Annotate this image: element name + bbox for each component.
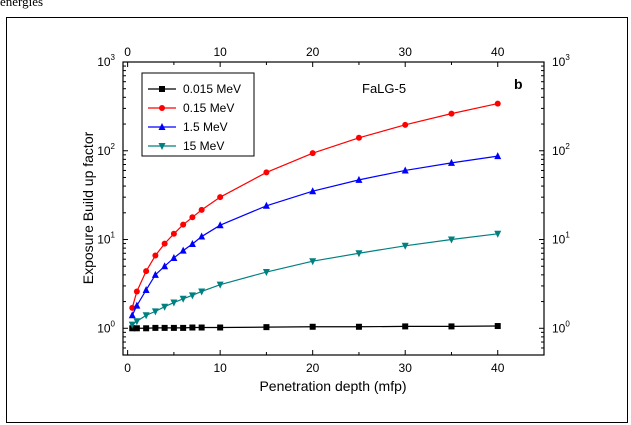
data-point: [129, 311, 136, 318]
data-point: [143, 268, 149, 274]
y-tick-label: 100: [97, 319, 115, 335]
y-axis-label: Exposure Build up factor: [80, 131, 96, 284]
data-point: [310, 324, 316, 330]
series-line: [132, 156, 497, 315]
data-point: [199, 325, 205, 331]
series-3: [129, 231, 501, 329]
x-tick-label-top: 30: [399, 45, 413, 59]
data-point: [495, 323, 501, 329]
y-tick-label-right: 102: [552, 142, 570, 158]
data-point: [356, 135, 362, 141]
data-point: [180, 247, 187, 254]
legend-marker: [159, 86, 165, 92]
legend-label: 1.5 MeV: [183, 120, 228, 134]
x-tick-label-top: 0: [124, 45, 131, 59]
data-point: [152, 325, 158, 331]
x-tick-label: 10: [213, 361, 227, 375]
data-point: [448, 323, 454, 329]
x-tick-label-top: 20: [306, 45, 320, 59]
series-0: [129, 323, 500, 331]
data-point: [217, 194, 223, 200]
y-tick-label-right: 100: [552, 319, 570, 335]
legend-label: 0.015 MeV: [183, 82, 241, 96]
x-tick-label: 20: [306, 361, 320, 375]
y-tick-label: 103: [97, 53, 115, 69]
y-tick-label-right: 103: [552, 53, 570, 69]
data-point: [171, 325, 177, 331]
x-tick-label-top: 10: [213, 45, 227, 59]
data-point: [189, 325, 195, 331]
data-point: [180, 222, 186, 228]
legend-label: 15 MeV: [183, 139, 224, 153]
data-point: [402, 323, 408, 329]
data-point: [143, 325, 149, 331]
x-tick-label: 30: [399, 361, 413, 375]
series-2: [129, 152, 501, 318]
data-point: [217, 325, 223, 331]
legend-label: 0.15 MeV: [183, 101, 234, 115]
y-tick-label: 101: [97, 231, 115, 247]
data-point: [448, 111, 454, 117]
data-point: [263, 169, 269, 175]
y-tick-label-right: 101: [552, 231, 570, 247]
data-point: [180, 325, 186, 331]
x-tick-label: 0: [124, 361, 131, 375]
data-point: [162, 325, 168, 331]
data-point: [263, 324, 269, 330]
data-point: [134, 325, 140, 331]
annotation-label: FaLG-5: [362, 81, 406, 96]
legend: 0.015 MeV 0.15 MeV 1.5 MeV 15 MeV: [142, 73, 254, 156]
data-point: [152, 253, 158, 259]
data-point: [402, 122, 408, 128]
data-point: [170, 254, 177, 261]
data-point: [133, 302, 140, 309]
data-point: [162, 241, 168, 247]
data-point: [171, 231, 177, 237]
data-point: [198, 233, 205, 240]
data-point: [189, 214, 195, 220]
data-point: [495, 101, 501, 107]
data-point: [199, 207, 205, 213]
x-axis-label: Penetration depth (mfp): [259, 378, 406, 394]
y-tick-label: 102: [97, 142, 115, 158]
data-point: [134, 288, 140, 294]
data-point: [310, 150, 316, 156]
x-tick-label-top: 40: [491, 45, 505, 59]
data-point: [356, 324, 362, 330]
data-point: [143, 312, 150, 319]
x-tick-label: 40: [491, 361, 505, 375]
data-point: [161, 304, 168, 311]
data-point: [494, 152, 501, 159]
panel-label: b: [514, 76, 523, 92]
data-point: [189, 240, 196, 247]
legend-marker: [159, 105, 165, 111]
